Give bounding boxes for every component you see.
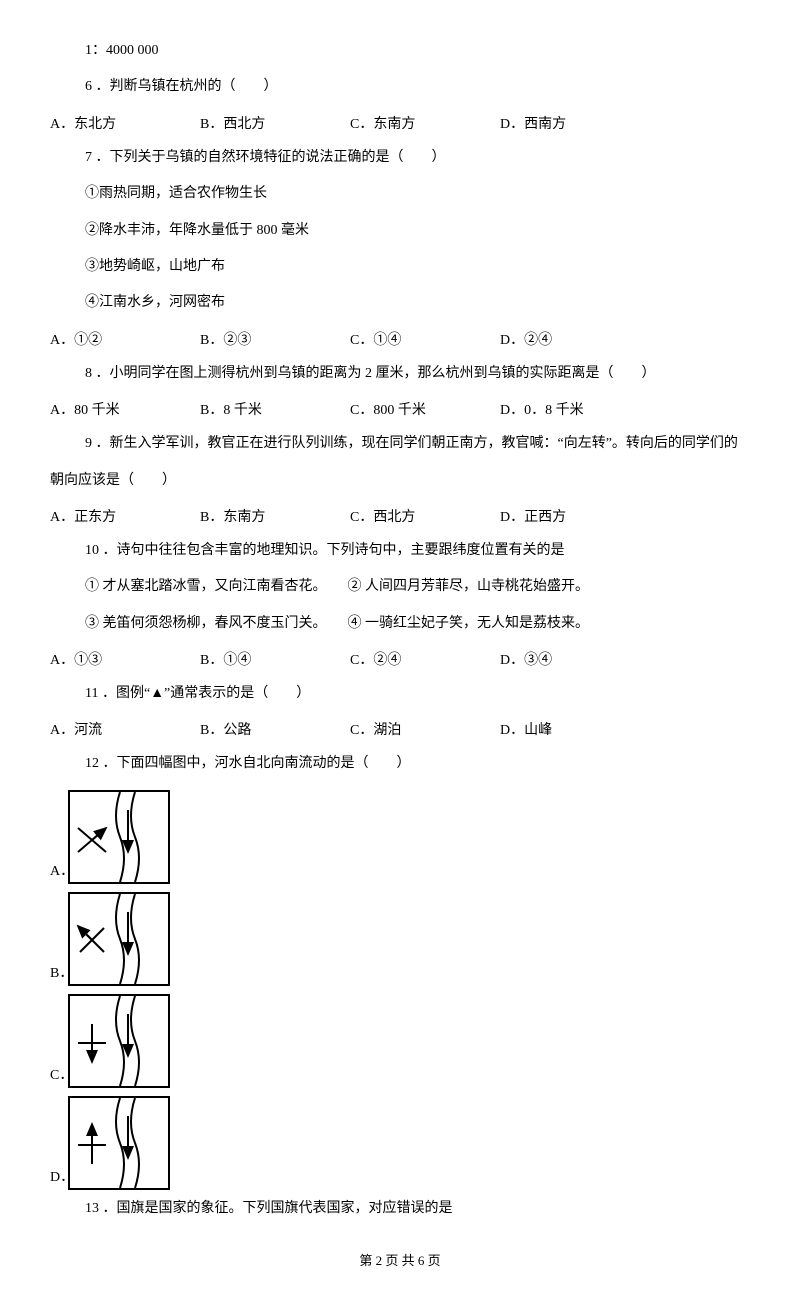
q7-s4: ④江南水乡，河网密布: [50, 292, 750, 314]
q10-opt-a: A．①③: [50, 649, 200, 669]
q11-text: 11 ．图例“▲”通常表示的是（ ）: [50, 683, 750, 705]
scale-text: 1：4000 000: [50, 40, 750, 62]
q9-text1: 9 ．新生入学军训，教官正在进行队列训练，现在同学们朝正南方，教官喊：“向左转”…: [50, 433, 750, 455]
q7-opt-c: C．①④: [350, 329, 500, 349]
q6-opt-b: B．西北方: [200, 113, 350, 133]
q6-opt-a: A．东北方: [50, 113, 200, 133]
q7-text: 7 ．下列关于乌镇的自然环境特征的说法正确的是（ ）: [50, 147, 750, 169]
q11-opt-b: B．公路: [200, 719, 350, 739]
q9-opt-c: C．西北方: [350, 506, 500, 526]
q7-options: A．①② B．②③ C．①④ D．②④: [50, 329, 750, 349]
q10-s2: ③ 羌笛何须怨杨柳，春风不度玉门关。 ④ 一骑红尘妃子笑，无人知是荔枝来。: [50, 613, 750, 635]
q6-options: A．东北方 B．西北方 C．东南方 D．西南方: [50, 113, 750, 133]
q12-diagram-b: [68, 892, 170, 986]
q7-s3: ③地势崎岖，山地广布: [50, 256, 750, 278]
q7-s1: ①雨热同期，适合农作物生长: [50, 183, 750, 205]
q6-opt-c: C．东南方: [350, 113, 500, 133]
q10-text: 10 ．诗句中往往包含丰富的地理知识。下列诗句中，主要跟纬度位置有关的是: [50, 540, 750, 562]
q11-opt-a: A．河流: [50, 719, 200, 739]
q10-opt-d: D．③④: [500, 649, 650, 669]
q10-options: A．①③ B．①④ C．②④ D．③④: [50, 649, 750, 669]
q8-options: A．80 千米 B．8 千米 C．800 千米 D．0．8 千米: [50, 399, 750, 419]
q12-diagram-a: [68, 790, 170, 884]
q8-opt-a: A．80 千米: [50, 399, 200, 419]
q7-opt-d: D．②④: [500, 329, 650, 349]
q12-label-c: C．: [50, 1064, 68, 1088]
q8-opt-d: D．0．8 千米: [500, 399, 650, 419]
q7-opt-a: A．①②: [50, 329, 200, 349]
q12-diagram-d-row: D．: [50, 1096, 750, 1190]
q12-svg-a: [70, 792, 168, 882]
q9-opt-b: B．东南方: [200, 506, 350, 526]
q6-text: 6 ．判断乌镇在杭州的（ ）: [50, 76, 750, 98]
q12-svg-c: [70, 996, 168, 1086]
q12-label-d: D．: [50, 1166, 68, 1190]
q12-label-b: B．: [50, 962, 68, 986]
q12-label-a: A．: [50, 860, 68, 884]
q12-text: 12 ．下面四幅图中，河水自北向南流动的是（ ）: [50, 753, 750, 775]
q13-text: 13 ．国旗是国家的象征。下列国旗代表国家，对应错误的是: [50, 1198, 750, 1220]
page-footer: 第 2 页 共 6 页: [50, 1250, 750, 1269]
q7-s2: ②降水丰沛，年降水量低于 800 毫米: [50, 220, 750, 242]
q12-svg-b: [70, 894, 168, 984]
q7-opt-b: B．②③: [200, 329, 350, 349]
q9-opt-d: D．正西方: [500, 506, 650, 526]
q11-options: A．河流 B．公路 C．湖泊 D．山峰: [50, 719, 750, 739]
q8-text: 8 ．小明同学在图上测得杭州到乌镇的距离为 2 厘米，那么杭州到乌镇的实际距离是…: [50, 363, 750, 385]
q10-s1: ① 才从塞北踏冰雪，又向江南看杏花。 ② 人间四月芳菲尽，山寺桃花始盛开。: [50, 576, 750, 598]
q10-opt-c: C．②④: [350, 649, 500, 669]
q6-opt-d: D．西南方: [500, 113, 650, 133]
q9-opt-a: A．正东方: [50, 506, 200, 526]
q11-opt-c: C．湖泊: [350, 719, 500, 739]
q8-opt-c: C．800 千米: [350, 399, 500, 419]
q9-text2: 朝向应该是（ ）: [50, 470, 750, 492]
q12-diagram-c-row: C．: [50, 994, 750, 1088]
q12-diagram-d: [68, 1096, 170, 1190]
q9-options: A．正东方 B．东南方 C．西北方 D．正西方: [50, 506, 750, 526]
q10-opt-b: B．①④: [200, 649, 350, 669]
q12-diagram-c: [68, 994, 170, 1088]
q12-svg-d: [70, 1098, 168, 1188]
q12-diagram-b-row: B．: [50, 892, 750, 986]
q11-opt-d: D．山峰: [500, 719, 650, 739]
q8-opt-b: B．8 千米: [200, 399, 350, 419]
q12-diagram-a-row: A．: [50, 790, 750, 884]
page-content: 1：4000 000 6 ．判断乌镇在杭州的（ ） A．东北方 B．西北方 C．…: [0, 0, 800, 1289]
